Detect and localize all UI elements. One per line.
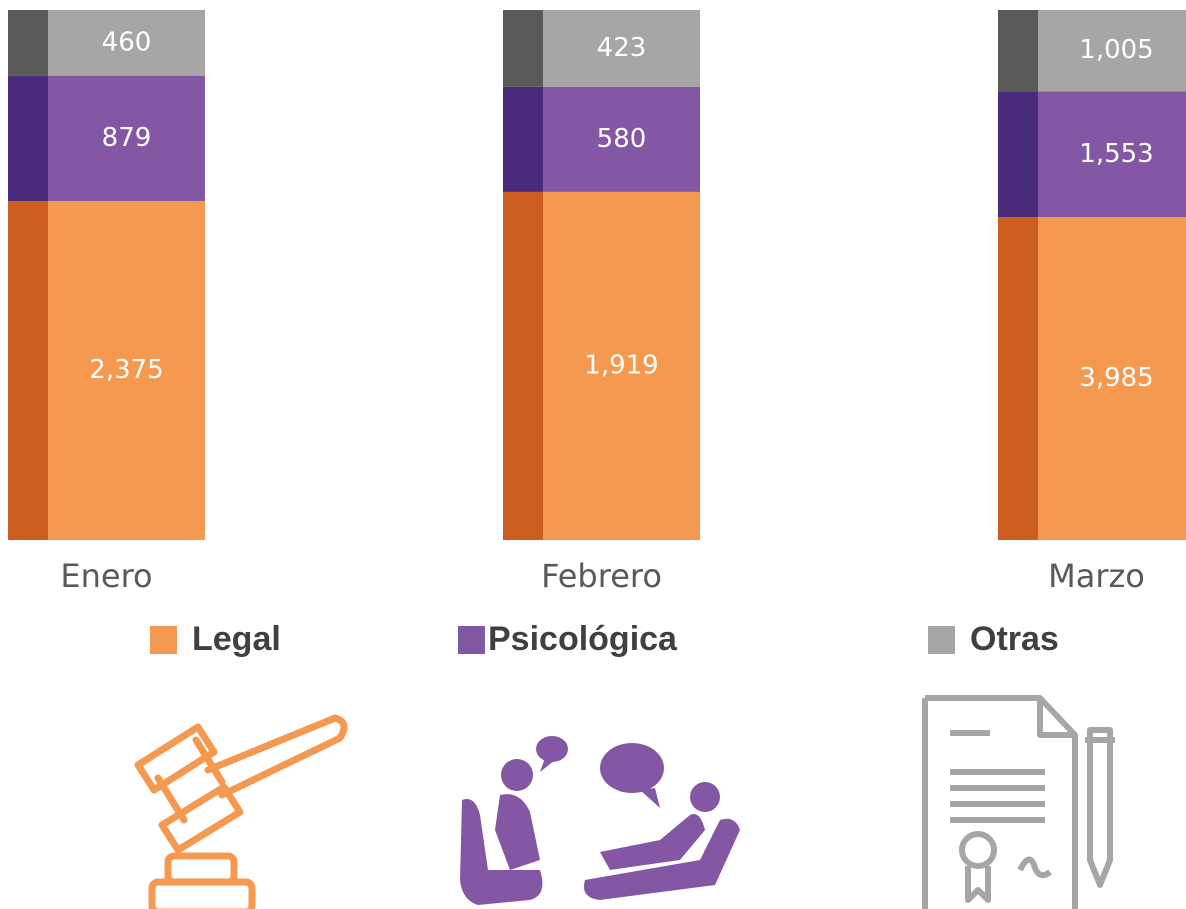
chart: 2,375 879 460 Enero 1,919 580 423 Febrero 3,985 1… bbox=[0, 0, 1186, 909]
legend-label: Psicológica bbox=[488, 620, 678, 658]
value-label: 423 bbox=[597, 33, 647, 63]
value-label: 1,919 bbox=[584, 350, 658, 380]
value-label: 460 bbox=[102, 27, 152, 57]
legend-label: Otras bbox=[970, 620, 1059, 658]
bar-side bbox=[503, 87, 543, 192]
bar-side bbox=[503, 10, 543, 87]
category-label: Enero bbox=[60, 557, 152, 595]
value-label: 1,553 bbox=[1079, 139, 1153, 169]
value-label: 2,375 bbox=[89, 355, 163, 385]
gavel-icon bbox=[138, 718, 344, 909]
bar-side bbox=[8, 201, 48, 540]
document-icon bbox=[925, 698, 1115, 909]
value-label: 1,005 bbox=[1079, 35, 1153, 65]
bar-side bbox=[998, 91, 1038, 217]
category-label: Febrero bbox=[541, 557, 662, 595]
value-label: 580 bbox=[597, 124, 647, 154]
therapy-icon bbox=[460, 736, 740, 905]
bar-side bbox=[998, 10, 1038, 91]
legend-swatch bbox=[928, 626, 955, 654]
legend-label: Legal bbox=[192, 620, 281, 658]
value-label: 879 bbox=[102, 123, 152, 153]
bar-side bbox=[8, 10, 48, 76]
page: 2,375 879 460 Enero 1,919 580 423 Febrero 3,985 1… bbox=[0, 0, 1186, 909]
bar-side bbox=[998, 217, 1038, 540]
icons bbox=[138, 698, 1115, 909]
legend-swatch bbox=[458, 626, 485, 654]
bar-side bbox=[8, 76, 48, 201]
legend-swatch bbox=[150, 626, 177, 654]
bar-side bbox=[503, 192, 543, 540]
value-label: 3,985 bbox=[1079, 363, 1153, 393]
category-label: Marzo bbox=[1048, 557, 1145, 595]
